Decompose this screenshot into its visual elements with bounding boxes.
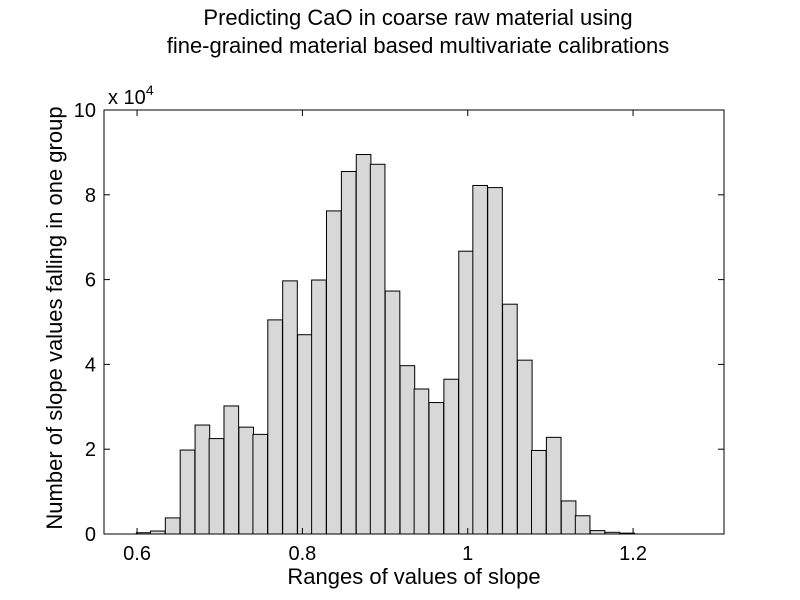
- histogram-bar: [194, 424, 211, 535]
- histogram-bar: [502, 303, 518, 535]
- histogram-bar: [223, 405, 240, 535]
- histogram-bar: [369, 163, 386, 535]
- histogram-bar: [267, 319, 283, 535]
- chart-title-line-2: fine-grained material based multivariate…: [167, 33, 670, 58]
- y-tick-label: 2: [85, 439, 96, 461]
- histogram-bar: [282, 280, 298, 535]
- histogram-bar: [428, 402, 445, 535]
- histogram-bar: [560, 500, 577, 535]
- histogram-bar: [164, 517, 181, 535]
- histogram-bar: [472, 184, 488, 535]
- histogram-bar: [311, 279, 327, 535]
- histogram-bar: [487, 187, 503, 535]
- x-tick-label: 1: [462, 543, 473, 565]
- y-tick-label: 6: [85, 270, 96, 292]
- x-axis-label: Ranges of values of slope: [287, 564, 540, 589]
- histogram-bar: [589, 530, 606, 535]
- histogram-bar: [179, 449, 196, 535]
- y-tick-label: 4: [85, 354, 96, 376]
- x-tick-label: 0.8: [288, 543, 316, 565]
- histogram-bar: [413, 388, 430, 535]
- histogram-bar: [531, 449, 547, 535]
- y-tick-label: 10: [74, 100, 96, 122]
- histogram-bar: [355, 154, 372, 535]
- histogram-bar: [238, 426, 254, 535]
- histogram-bar: [252, 433, 269, 535]
- plot-frame: [103, 109, 725, 535]
- histogram-bar: [340, 170, 357, 535]
- histogram-bar: [574, 515, 591, 535]
- y-multiplier-base: x 10: [108, 87, 146, 109]
- histogram-bar: [458, 250, 474, 535]
- histogram-bar: [516, 359, 533, 535]
- ticks-group: 0.6 0.8 1 1.2 0 2 4 6 8 10: [74, 100, 724, 565]
- histogram-bar: [545, 436, 562, 535]
- chart-title-line-1: Predicting CaO in coarse raw material us…: [203, 5, 632, 30]
- histogram-bar: [208, 438, 225, 535]
- y-tick-label: 0: [85, 524, 96, 546]
- y-tick-label: 8: [85, 185, 96, 207]
- histogram-bar: [326, 210, 342, 535]
- histogram-bar: [399, 365, 416, 535]
- x-tick-label: 0.6: [123, 543, 151, 565]
- histogram-bar: [297, 334, 313, 535]
- x-tick-label: 1.2: [619, 543, 647, 565]
- y-multiplier: x 104: [108, 82, 154, 109]
- histogram-bar: [384, 290, 401, 535]
- bars-group: [135, 154, 636, 535]
- histogram-bar: [443, 378, 460, 535]
- y-multiplier-exponent: 4: [146, 82, 154, 98]
- y-axis-label: Number of slope values falling in one gr…: [42, 106, 67, 529]
